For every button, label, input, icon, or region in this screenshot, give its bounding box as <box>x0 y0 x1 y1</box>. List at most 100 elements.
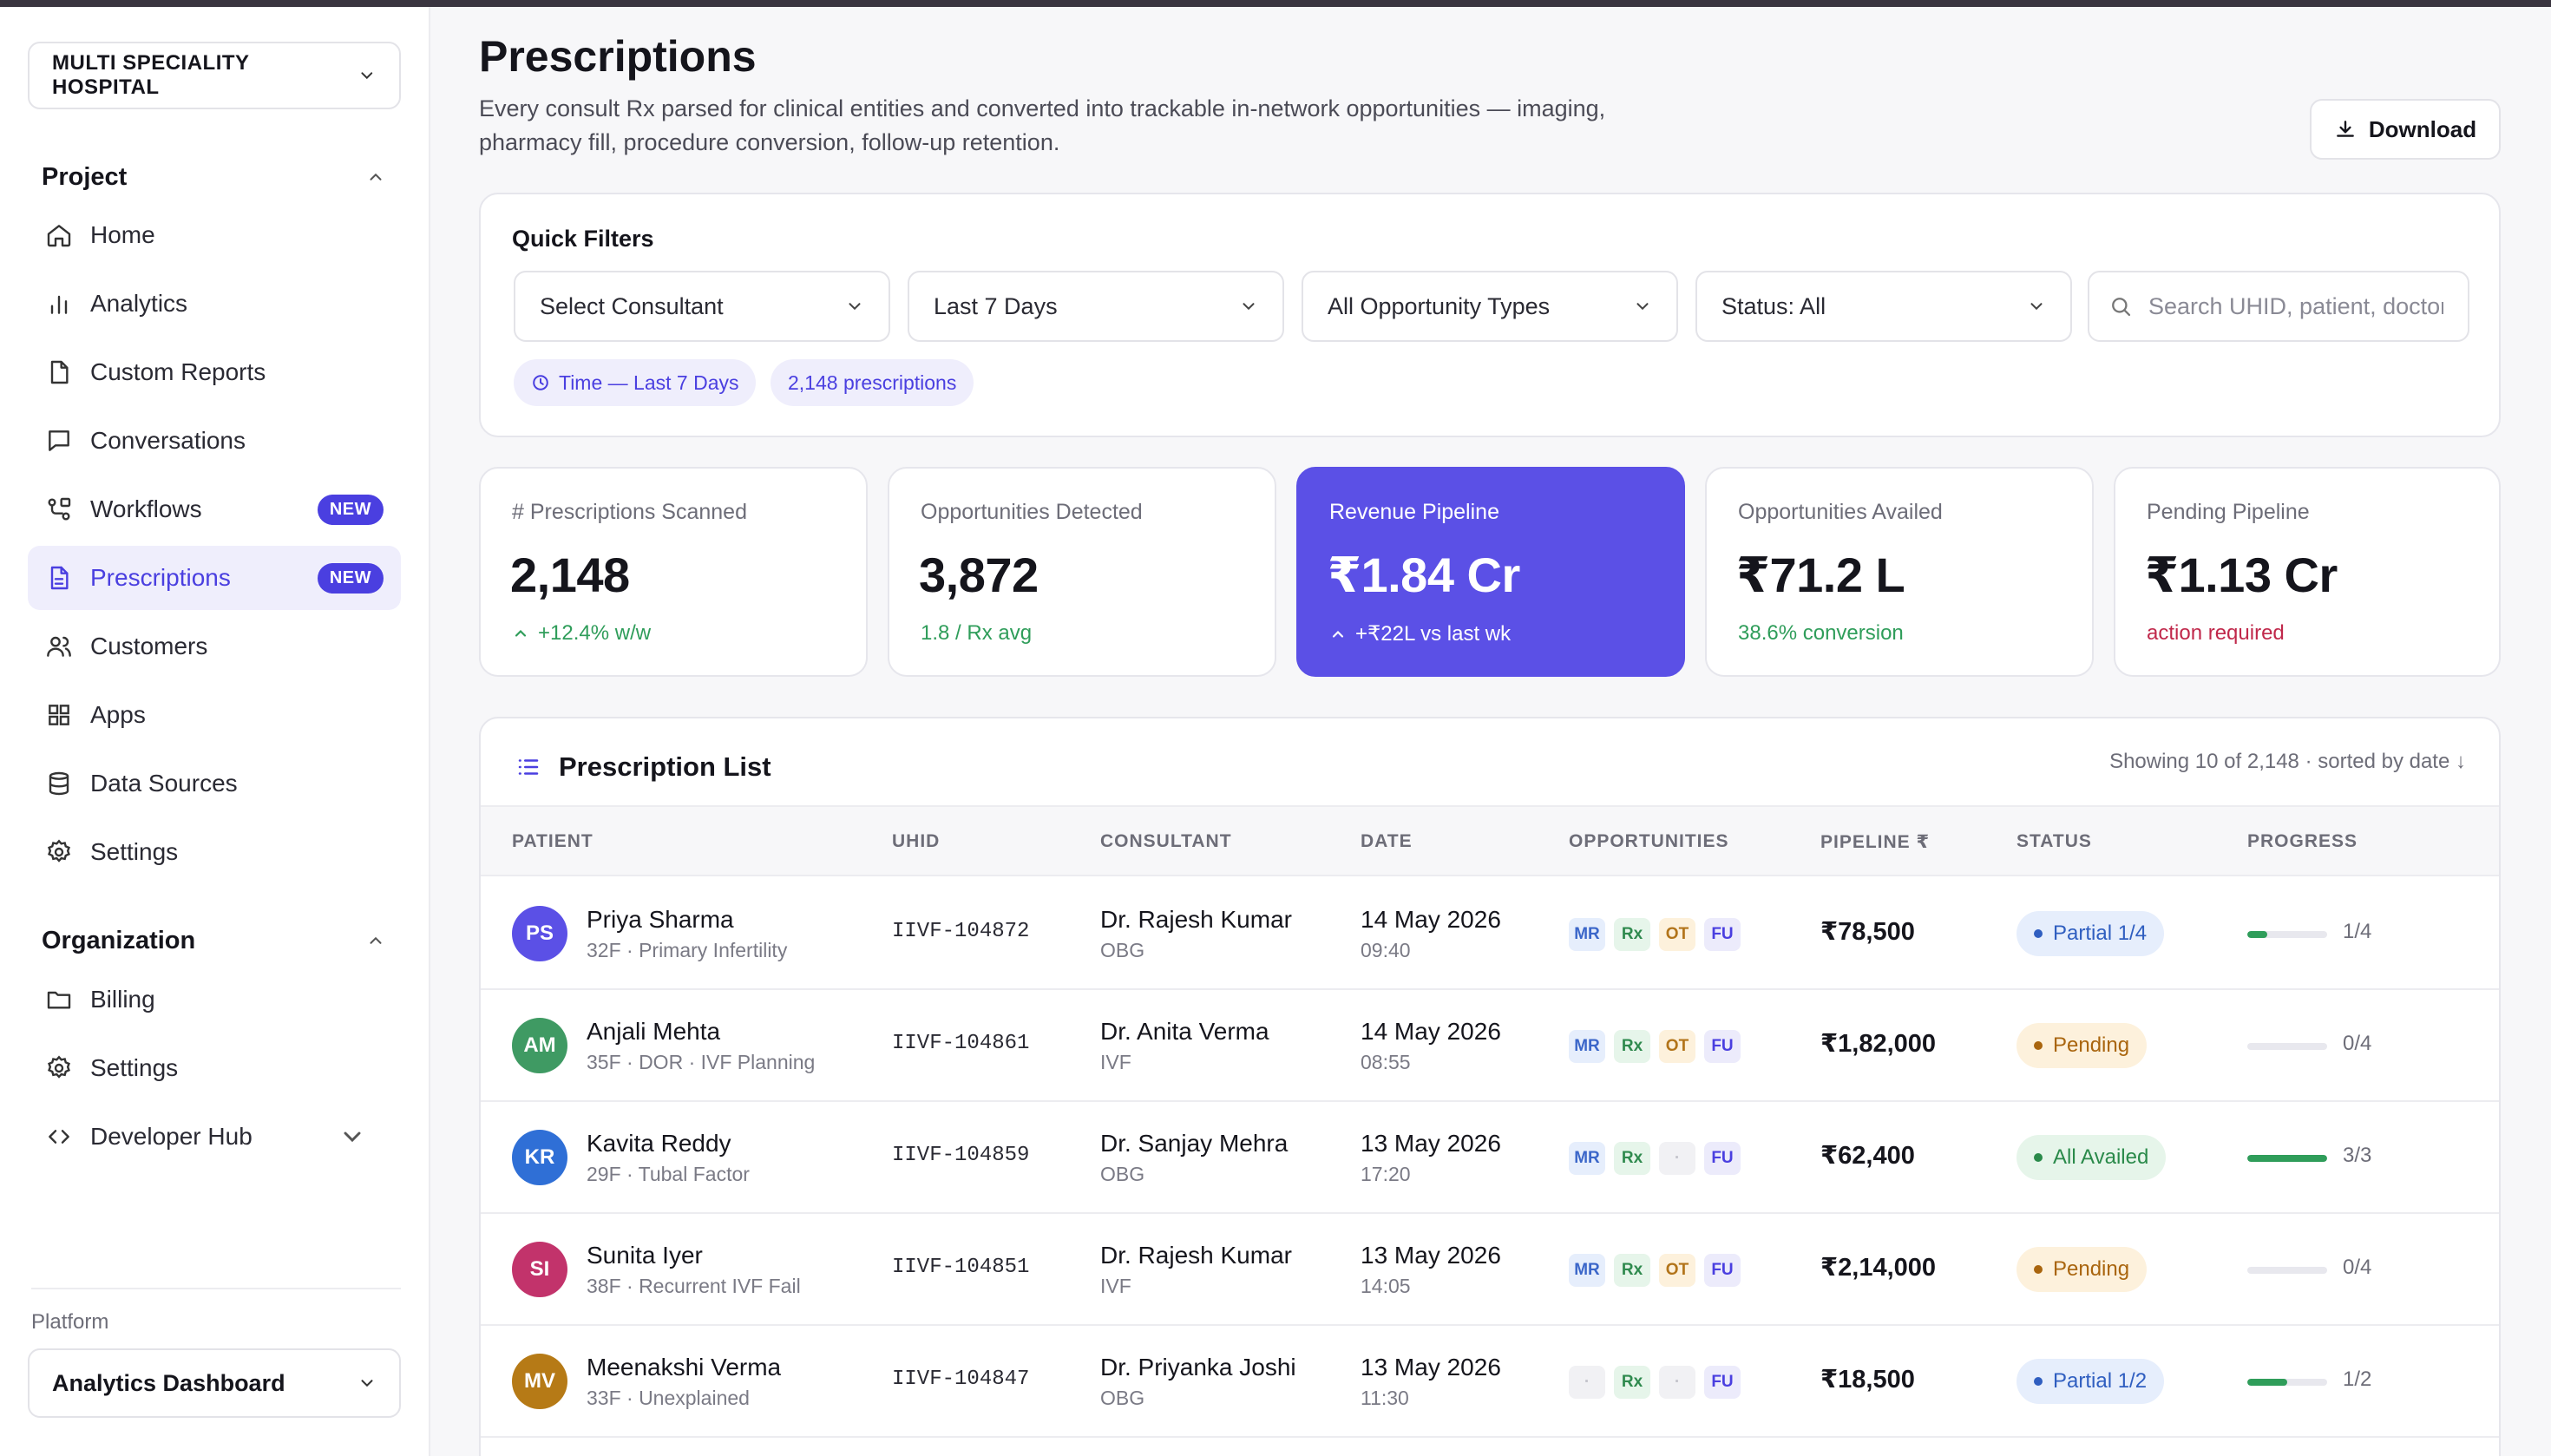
opportunity-tag[interactable]: FU <box>1704 1254 1741 1287</box>
status-badge: All Availed <box>2017 1135 2167 1180</box>
opportunity-tags: · Rx · FU <box>1569 1366 1749 1399</box>
patient-name[interactable]: Kavita Reddy <box>587 1130 731 1157</box>
status-select[interactable]: Status: All <box>1695 271 2072 342</box>
opportunity-tag[interactable]: Rx <box>1614 1366 1650 1399</box>
table-row[interactable]: PS Priya Sharma 32F · Primary Infertility I… <box>481 878 2499 990</box>
opportunity-tag[interactable]: FU <box>1704 1030 1741 1063</box>
section-organization-toggle[interactable]: Organization <box>42 923 385 958</box>
column-header-patient[interactable]: PATIENT <box>512 831 593 851</box>
opportunity-tag[interactable]: Rx <box>1614 918 1650 951</box>
status-label: Pending <box>2053 1257 2130 1281</box>
avatar: MV <box>512 1354 567 1409</box>
pipeline-value: ₹1,82,000 <box>1820 1030 1937 1058</box>
stat-card-prescriptions-scanned: # Prescriptions Scanned 2,148 +12.4% w/w <box>479 467 868 677</box>
arrow-up-icon <box>515 629 527 637</box>
opportunity-tag[interactable]: OT <box>1659 918 1695 951</box>
date-range-select[interactable]: Last 7 Days <box>908 271 1284 342</box>
column-header-consultant[interactable]: CONSULTANT <box>1100 831 1232 851</box>
column-header-uhid[interactable]: UHID <box>892 831 941 851</box>
consultant-name: Dr. Priyanka Joshi <box>1100 1354 1296 1381</box>
avatar-initials: PS <box>525 921 554 945</box>
table-row[interactable]: MV Meenakshi Verma 33F · Unexplained IIVF-1… <box>481 1326 2499 1438</box>
patient-name[interactable]: Priya Sharma <box>587 906 734 933</box>
sidebar-item-analytics[interactable]: Analytics <box>28 272 401 336</box>
sidebar-item-label: Settings <box>90 838 179 865</box>
sidebar-item-workflows[interactable]: Workflows NEW <box>28 477 401 541</box>
section-project-toggle[interactable]: Project <box>42 160 385 194</box>
time-filter-chip[interactable]: Time — Last 7 Days <box>514 359 757 406</box>
patient-name[interactable]: Sunita Iyer <box>587 1242 703 1269</box>
stat-label: Opportunities Detected <box>921 500 1143 524</box>
opportunity-tag[interactable]: MR <box>1569 1142 1605 1175</box>
table-row[interactable]: AM Anjali Mehta 35F · DOR · IVF Planning II… <box>481 990 2499 1102</box>
sidebar-item-data-sources[interactable]: Data Sources <box>28 751 401 816</box>
search-input[interactable] <box>2148 292 2443 320</box>
opportunity-tag[interactable]: MR <box>1569 1030 1605 1063</box>
opportunity-tag[interactable]: · <box>1659 1142 1695 1175</box>
opportunity-type-select[interactable]: All Opportunity Types <box>1302 271 1678 342</box>
sidebar-item-conversations[interactable]: Conversations <box>28 409 401 473</box>
avatar: PS <box>512 906 567 961</box>
opportunity-tag[interactable]: OT <box>1659 1030 1695 1063</box>
sidebar-item-prescriptions[interactable]: Prescriptions NEW <box>28 546 401 610</box>
opportunity-tag[interactable]: Rx <box>1614 1030 1650 1063</box>
sidebar-item-settings[interactable]: Settings <box>28 820 401 884</box>
org-selector[interactable]: MULTI SPECIALITY HOSPITAL <box>28 42 401 109</box>
column-header-opportunities[interactable]: OPPORTUNITIES <box>1569 831 1729 851</box>
opportunity-tags: MR Rx OT FU <box>1569 1030 1749 1063</box>
opportunity-tag[interactable]: MR <box>1569 918 1605 951</box>
progress-label: 3/3 <box>2343 1144 2372 1167</box>
window-top-bar <box>0 0 2551 7</box>
consultant-department: IVF <box>1100 1051 1131 1073</box>
consultant-select[interactable]: Select Consultant <box>514 271 890 342</box>
quick-filters-title: Quick Filters <box>512 226 654 252</box>
column-header-progress[interactable]: PROGRESS <box>2247 831 2358 851</box>
table-row[interactable]: SI Sunita Iyer 38F · Recurrent IVF Fail IIV… <box>481 1214 2499 1326</box>
platform-selector[interactable]: Analytics Dashboard <box>28 1348 401 1418</box>
opportunity-tag[interactable]: · <box>1569 1366 1605 1399</box>
sidebar-item-home[interactable]: Home <box>28 203 401 267</box>
patient-name[interactable]: Anjali Mehta <box>587 1018 721 1045</box>
opportunity-tag[interactable]: FU <box>1704 1366 1741 1399</box>
download-button-label: Download <box>2368 115 2477 142</box>
sidebar-item-developer-hub[interactable]: Developer Hub <box>28 1105 401 1169</box>
opportunity-tag[interactable]: OT <box>1659 1254 1695 1287</box>
search-icon <box>2112 298 2131 317</box>
list-sort-info[interactable]: Showing 10 of 2,148 · sorted by date ↓ <box>2109 750 2466 773</box>
column-header-status[interactable]: STATUS <box>2017 831 2092 851</box>
consultant-name: Dr. Anita Verma <box>1100 1018 1269 1045</box>
download-button[interactable]: Download <box>2310 99 2501 160</box>
consultant-name: Dr. Rajesh Kumar <box>1100 906 1292 933</box>
opportunity-type-select-value: All Opportunity Types <box>1328 292 1551 319</box>
home-icon <box>47 225 71 247</box>
stat-value: ₹71.2 L <box>1736 548 1905 602</box>
column-header-pipeline[interactable]: PIPELINE ₹ <box>1820 832 1931 852</box>
sidebar-item-apps[interactable]: Apps <box>28 683 401 747</box>
opportunity-tag[interactable]: · <box>1659 1366 1695 1399</box>
prescription-icon <box>50 566 69 590</box>
prescription-list-header: Prescription List <box>515 751 771 783</box>
opportunity-tag[interactable]: FU <box>1704 1142 1741 1175</box>
platform-label: Platform <box>31 1310 109 1334</box>
sidebar-item-org-settings[interactable]: Settings <box>28 1036 401 1100</box>
sidebar-item-custom-reports[interactable]: Custom Reports <box>28 340 401 404</box>
patient-name[interactable]: Meenakshi Verma <box>587 1354 782 1381</box>
progress-bar-fill <box>2247 931 2267 938</box>
status-dot <box>2034 1041 2043 1050</box>
sidebar-item-customers[interactable]: Customers <box>28 614 401 679</box>
opportunity-tag[interactable]: FU <box>1704 918 1741 951</box>
column-header-date[interactable]: DATE <box>1361 831 1413 851</box>
table-row[interactable]: KR Kavita Reddy 29F · Tubal Factor IIVF-104… <box>481 1102 2499 1214</box>
opportunity-tag[interactable]: MR <box>1569 1254 1605 1287</box>
grid-icon <box>49 705 69 725</box>
stat-value: 2,148 <box>510 548 630 602</box>
prescription-list-title: Prescription List <box>559 751 771 782</box>
consultant-department: OBG <box>1100 1163 1145 1185</box>
opportunity-tag[interactable]: Rx <box>1614 1254 1650 1287</box>
opportunity-tag[interactable]: Rx <box>1614 1142 1650 1175</box>
status-label: All Availed <box>2053 1145 2149 1169</box>
sidebar-item-billing[interactable]: Billing <box>28 967 401 1032</box>
stat-note-text: +₹22L vs last wk <box>1355 622 1512 646</box>
stat-note-text: action required <box>2147 621 2285 645</box>
prescription-count-label: 2,148 prescriptions <box>788 371 957 394</box>
